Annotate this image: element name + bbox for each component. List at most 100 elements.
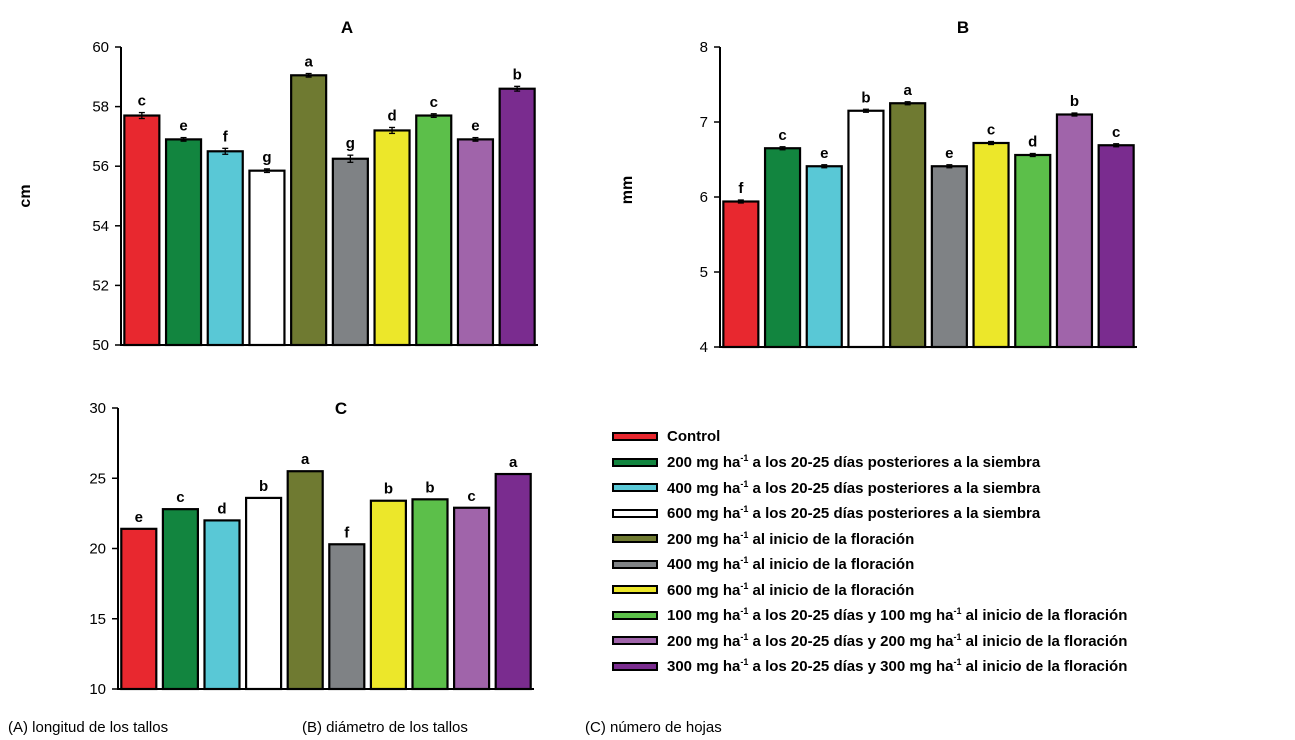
- bar: [494, 472, 532, 691]
- legend-swatch: [612, 483, 658, 493]
- chart-title: B: [957, 18, 969, 37]
- significance-letter: f: [738, 180, 744, 197]
- bar: [206, 150, 244, 347]
- legend-swatch: [612, 457, 658, 467]
- significance-letter: c: [138, 93, 146, 110]
- bar: [930, 165, 968, 349]
- legend-item: 600 mg ha-1 a los 20-25 días posteriores…: [612, 501, 1127, 527]
- legend-label: 100 mg ha-1 a los 20-25 días y 100 mg ha…: [667, 606, 1128, 625]
- bar: [203, 519, 241, 691]
- significance-letter: b: [1070, 93, 1079, 110]
- significance-letter: d: [1028, 134, 1037, 151]
- legend-label: Control: [667, 428, 721, 446]
- significance-letter: e: [820, 145, 828, 162]
- significance-letter: c: [467, 488, 475, 505]
- bar: [763, 147, 802, 349]
- legend-swatch: [612, 432, 658, 442]
- y-tick-label: 20: [89, 541, 106, 558]
- y-tick-label: 30: [89, 400, 106, 417]
- y-tick-label: 15: [89, 611, 106, 628]
- significance-letter: f: [223, 128, 229, 145]
- bar: [722, 200, 760, 349]
- significance-letter: b: [425, 479, 434, 496]
- significance-letter: c: [430, 94, 438, 111]
- significance-letter: g: [346, 135, 355, 152]
- significance-letter: e: [945, 145, 953, 162]
- chart-title: C: [335, 399, 347, 418]
- significance-letter: c: [778, 127, 786, 144]
- significance-letter: f: [344, 524, 350, 541]
- y-tick-label: 60: [92, 39, 109, 56]
- y-tick-label: 8: [700, 39, 708, 56]
- legend-swatch: [612, 508, 658, 518]
- bar: [498, 87, 536, 347]
- significance-letter: a: [509, 454, 518, 471]
- legend-item: 200 mg ha-1 a los 20-25 días posteriores…: [612, 450, 1127, 476]
- bar: [328, 543, 366, 691]
- chart-title: A: [341, 18, 353, 37]
- significance-letter: a: [304, 54, 313, 71]
- significance-letter: c: [176, 489, 184, 506]
- legend-swatch: [612, 636, 658, 646]
- legend-label: 300 mg ha-1 a los 20-25 días y 300 mg ha…: [667, 657, 1128, 676]
- bar: [373, 129, 411, 347]
- y-tick-label: 7: [700, 114, 708, 131]
- significance-letter: e: [179, 118, 187, 135]
- legend-label: 200 mg ha-1 a los 20-25 días posteriores…: [667, 453, 1041, 472]
- legend-item: 400 mg ha-1 al inicio de la floración: [612, 552, 1127, 578]
- y-tick-label: 10: [89, 681, 106, 698]
- bar: [161, 508, 199, 691]
- y-tick-label: 6: [700, 189, 708, 206]
- significance-letter: d: [387, 107, 396, 124]
- legend-item: 400 mg ha-1 a los 20-25 días posteriores…: [612, 475, 1127, 501]
- legend-swatch: [612, 610, 658, 620]
- y-tick-label: 52: [92, 277, 109, 294]
- significance-letter: g: [262, 149, 271, 166]
- legend-swatch: [612, 559, 658, 569]
- bar: [456, 138, 495, 347]
- caption-a: (A) longitud de los tallos: [8, 719, 169, 736]
- bar: [248, 169, 286, 347]
- legend-label: 200 mg ha-1 al inicio de la floración: [667, 529, 915, 548]
- caption-b: (B) diámetro de los tallos: [302, 719, 468, 736]
- bar: [369, 499, 407, 691]
- bar: [1055, 113, 1094, 349]
- significance-letter: a: [301, 451, 310, 468]
- y-axis-label: cm: [17, 184, 34, 207]
- y-axis-label: mm: [619, 176, 636, 204]
- bar: [286, 470, 324, 691]
- y-tick-label: 56: [92, 158, 109, 175]
- bar: [805, 165, 843, 349]
- y-tick-label: 58: [92, 99, 109, 116]
- bar: [1014, 153, 1052, 349]
- bar: [1097, 144, 1135, 349]
- legend-swatch: [612, 585, 658, 595]
- bar: [331, 157, 369, 347]
- bar: [120, 527, 158, 691]
- bar: [123, 114, 161, 347]
- significance-letter: e: [135, 509, 143, 526]
- legend-swatch: [612, 661, 658, 671]
- y-tick-label: 50: [92, 337, 109, 354]
- significance-letter: b: [259, 478, 268, 495]
- bar: [164, 138, 203, 347]
- bar: [415, 114, 453, 347]
- significance-letter: c: [1112, 124, 1120, 141]
- y-tick-label: 54: [92, 218, 109, 235]
- y-tick-label: 25: [89, 470, 106, 487]
- legend-item: Control: [612, 424, 1127, 450]
- bar: [290, 74, 328, 347]
- legend-label: 600 mg ha-1 a los 20-25 días posteriores…: [667, 504, 1041, 523]
- y-tick-label: 5: [700, 264, 708, 281]
- chart-c: Ce c d b a f b b c a 10 15 20 25 30: [89, 399, 534, 698]
- legend-item: 600 mg ha-1 al inicio de la floración: [612, 577, 1127, 603]
- legend-item: 200 mg ha-1 a los 20-25 días y 200 mg ha…: [612, 628, 1127, 654]
- bar: [411, 498, 449, 691]
- bar: [972, 141, 1010, 349]
- legend-swatch: [612, 534, 658, 544]
- chart-a: Acm c e f g a g d c e b 50 52 54 56 58 60: [17, 18, 538, 354]
- significance-letter: b: [513, 66, 522, 83]
- legend-label: 600 mg ha-1 al inicio de la floración: [667, 580, 915, 599]
- significance-letter: c: [987, 122, 995, 139]
- significance-letter: d: [217, 500, 226, 517]
